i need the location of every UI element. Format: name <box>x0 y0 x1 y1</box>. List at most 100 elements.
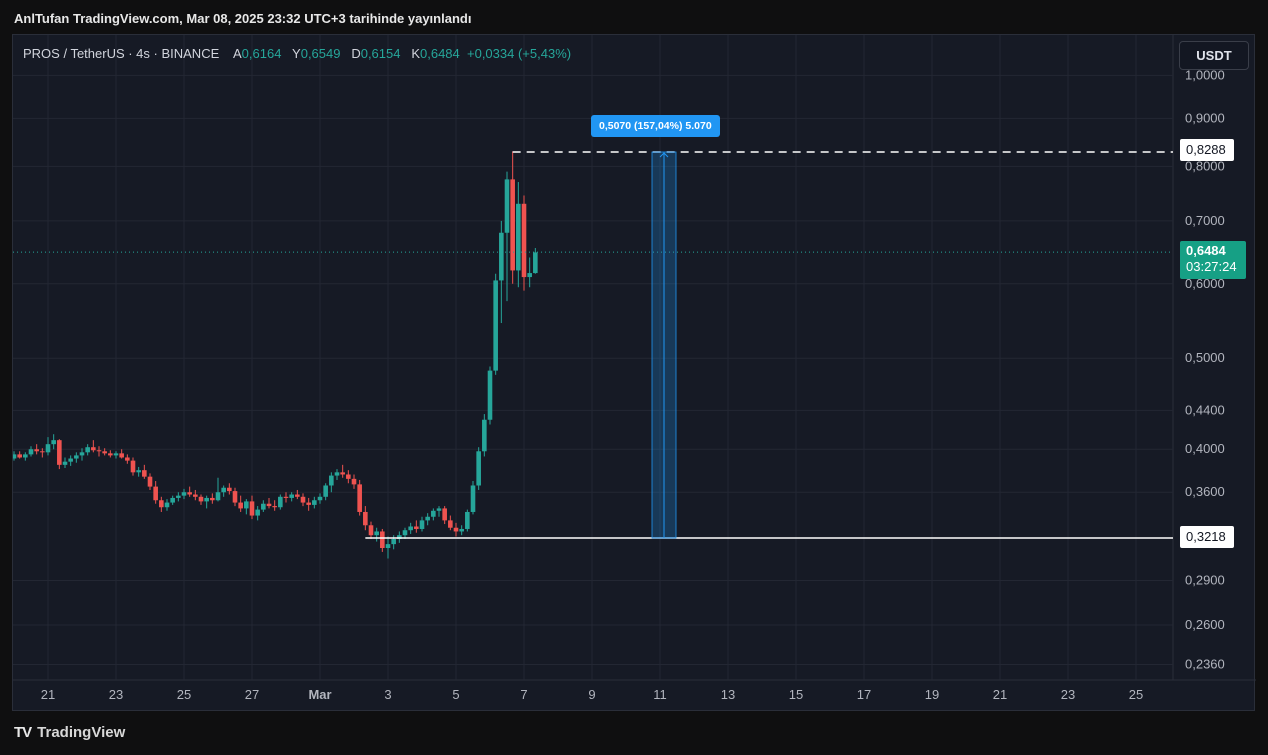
candle-body <box>187 492 192 495</box>
time-tick-label: 25 <box>1129 687 1143 702</box>
candle-body <box>113 453 119 456</box>
candle-body <box>414 526 419 529</box>
candle-body <box>147 476 153 487</box>
candle-body <box>306 502 311 505</box>
time-tick-label: 7 <box>520 687 527 702</box>
candle-body <box>391 539 396 545</box>
candle-body <box>108 453 113 456</box>
currency-button[interactable]: USDT <box>1179 41 1249 70</box>
candle-body <box>244 501 249 509</box>
time-tick-label: 21 <box>41 687 55 702</box>
open-key: A <box>233 46 242 61</box>
candle-body <box>198 496 204 502</box>
candle-body <box>300 496 306 503</box>
candle-body <box>482 419 487 452</box>
candle-body <box>210 497 215 501</box>
candle-body <box>153 486 158 501</box>
candle-body <box>215 492 221 501</box>
time-tick-label: 3 <box>384 687 391 702</box>
time-tick-label: Mar <box>308 687 331 702</box>
candle-body <box>340 472 345 475</box>
candle-body <box>368 525 374 536</box>
candle-body <box>45 444 51 453</box>
candle-body <box>329 475 334 486</box>
price-tick-label: 0,2900 <box>1185 572 1225 587</box>
candle-body <box>380 531 385 549</box>
candle-body <box>142 470 147 477</box>
candle-body <box>289 494 294 498</box>
high-value: 0,6549 <box>300 46 341 61</box>
time-tick-label: 27 <box>245 687 259 702</box>
close-key: K <box>411 46 420 61</box>
candle-body <box>521 203 527 278</box>
price-tick-label: 0,8000 <box>1185 158 1225 173</box>
bar-countdown: 03:27:24 <box>1186 259 1237 274</box>
candle-body <box>374 531 379 536</box>
open-value: 0,6164 <box>241 46 282 61</box>
candle-body <box>68 458 73 462</box>
candle-body <box>499 232 504 281</box>
candle-body <box>487 370 493 420</box>
low-key: D <box>351 46 361 61</box>
time-tick-label: 13 <box>721 687 735 702</box>
low-value: 0,6154 <box>360 46 401 61</box>
candle-body <box>408 526 413 531</box>
publish-header: AnlTufan TradingView.com, Mar 08, 2025 2… <box>14 11 472 26</box>
high-level-label: 0,8288 <box>1180 139 1234 161</box>
price-tick-label: 0,5000 <box>1185 350 1225 365</box>
candle-body <box>261 503 266 510</box>
candle-body <box>453 527 459 532</box>
high-key: Y <box>292 46 301 61</box>
candle-body <box>130 460 136 473</box>
price-tick-label: 0,2600 <box>1185 617 1225 632</box>
candle-body <box>278 496 283 508</box>
candle-body <box>385 544 391 549</box>
symbol-legend: PROS / TetherUS · 4s · BINANCE A0,6164 Y… <box>23 46 571 61</box>
candle-body <box>527 273 532 278</box>
time-tick-label: 21 <box>993 687 1007 702</box>
candle-body <box>28 449 34 455</box>
candle-body <box>346 474 351 479</box>
candle-body <box>363 511 368 526</box>
candle-body <box>23 454 28 458</box>
candle-body <box>221 487 226 493</box>
candle-body <box>181 492 187 496</box>
chart-pane[interactable]: 1,0000 0,9000 0,8000 0,7000 0,6000 0,5000 0,44… <box>12 34 1256 711</box>
candle-body <box>272 506 277 508</box>
candle-body <box>17 454 22 458</box>
candle-body <box>102 451 107 454</box>
candle-body <box>351 478 357 485</box>
candle-body <box>119 453 124 458</box>
candle-body <box>249 501 255 516</box>
symbol-label[interactable]: PROS / TetherUS · 4s · BINANCE <box>23 46 220 61</box>
tradingview-footer[interactable]: TV TradingView <box>14 724 125 741</box>
price-tick-label: 0,3600 <box>1185 484 1225 499</box>
price-tick-label: 0,7000 <box>1185 213 1225 228</box>
time-tick-label: 17 <box>857 687 871 702</box>
candle-body <box>79 452 85 456</box>
last-price-value: 0,6484 <box>1186 243 1226 258</box>
candle-body <box>533 252 538 274</box>
candle-body <box>317 496 323 501</box>
low-level-label: 0,3218 <box>1180 526 1234 548</box>
close-value: 0,6484 <box>420 46 460 61</box>
candle-body <box>419 520 425 529</box>
candle-body <box>227 487 232 492</box>
candle-body <box>283 496 289 498</box>
candle-body <box>57 440 62 465</box>
time-tick-label: 23 <box>109 687 123 702</box>
candle-body <box>493 280 498 371</box>
candle-body <box>159 500 164 508</box>
candle-body <box>74 455 79 459</box>
candle-body <box>204 497 209 502</box>
time-tick-label: 5 <box>452 687 459 702</box>
price-tick-label: 0,9000 <box>1185 110 1225 125</box>
tradingview-logo-icon: TV <box>14 724 32 741</box>
candle-body <box>193 494 198 497</box>
time-tick-label: 19 <box>925 687 939 702</box>
candle-body <box>510 179 515 271</box>
candle-body <box>312 500 317 505</box>
measure-arrow-head <box>659 152 669 158</box>
candle-body <box>255 509 260 516</box>
time-tick-label: 9 <box>588 687 595 702</box>
